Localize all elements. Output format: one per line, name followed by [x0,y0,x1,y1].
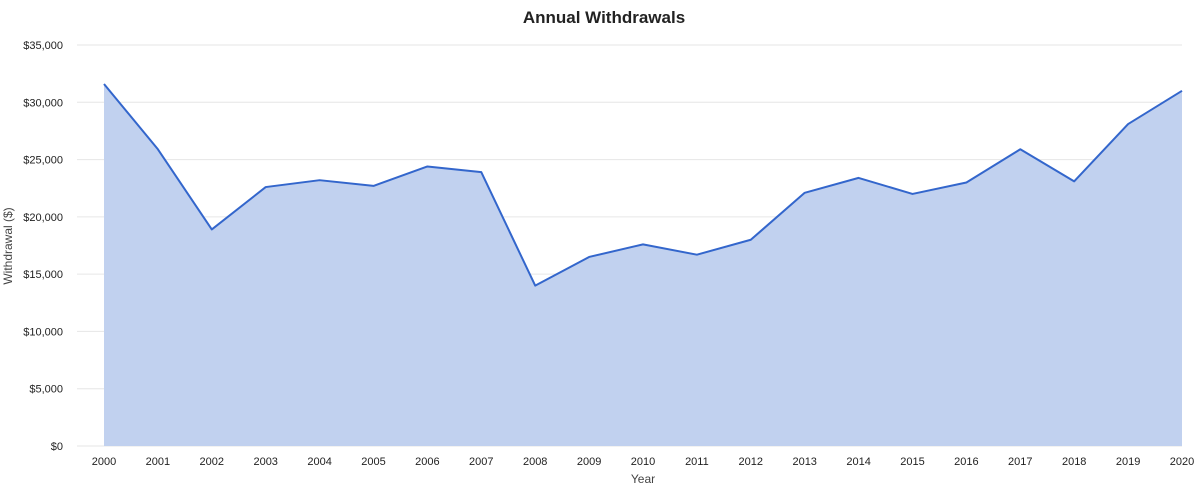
series-area [104,83,1182,446]
x-tick-label: 2020 [1170,456,1194,468]
x-tick-label: 2005 [361,456,385,468]
x-tick-label: 2001 [146,456,170,468]
x-tick-label: 2013 [792,456,816,468]
x-tick-label: 2018 [1062,456,1086,468]
y-tick-label: $25,000 [23,155,63,167]
x-tick-label: 2009 [577,456,601,468]
y-tick-label: $5,000 [29,384,63,396]
x-tick-label: 2003 [253,456,277,468]
x-tick-label: 2017 [1008,456,1032,468]
y-tick-label: $15,000 [23,269,63,281]
x-tick-label: 2019 [1116,456,1140,468]
y-tick-label: $35,000 [23,40,63,52]
y-tick-label: $20,000 [23,212,63,224]
x-tick-label: 2011 [685,456,709,468]
x-tick-label: 2012 [739,456,763,468]
x-tick-label: 2000 [92,456,116,468]
y-tick-label: $10,000 [23,326,63,338]
y-tick-label: $0 [51,441,63,453]
y-tick-label: $30,000 [23,97,63,109]
x-tick-label: 2014 [846,456,870,468]
x-tick-label: 2015 [900,456,924,468]
x-tick-label: 2016 [954,456,978,468]
series-line [103,83,1183,287]
x-tick-label: 2008 [523,456,547,468]
x-axis-label: Year [631,472,655,485]
chart-title: Annual Withdrawals [523,8,685,27]
y-axis-label: Withdrawal ($) [1,207,15,284]
x-tick-label: 2004 [307,456,331,468]
plot-area [103,83,1183,446]
y-axis-ticks: $0 $5,000 $10,000 $15,000 $20,000 $25,000 $30,… [23,40,63,453]
x-axis-ticks: 2000 2001 2002 2003 2004 2005 2006 2007 2008 2009… [92,456,1194,468]
x-tick-label: 2010 [631,456,655,468]
x-tick-label: 2007 [469,456,493,468]
x-tick-label: 2006 [415,456,439,468]
x-tick-label: 2002 [200,456,224,468]
